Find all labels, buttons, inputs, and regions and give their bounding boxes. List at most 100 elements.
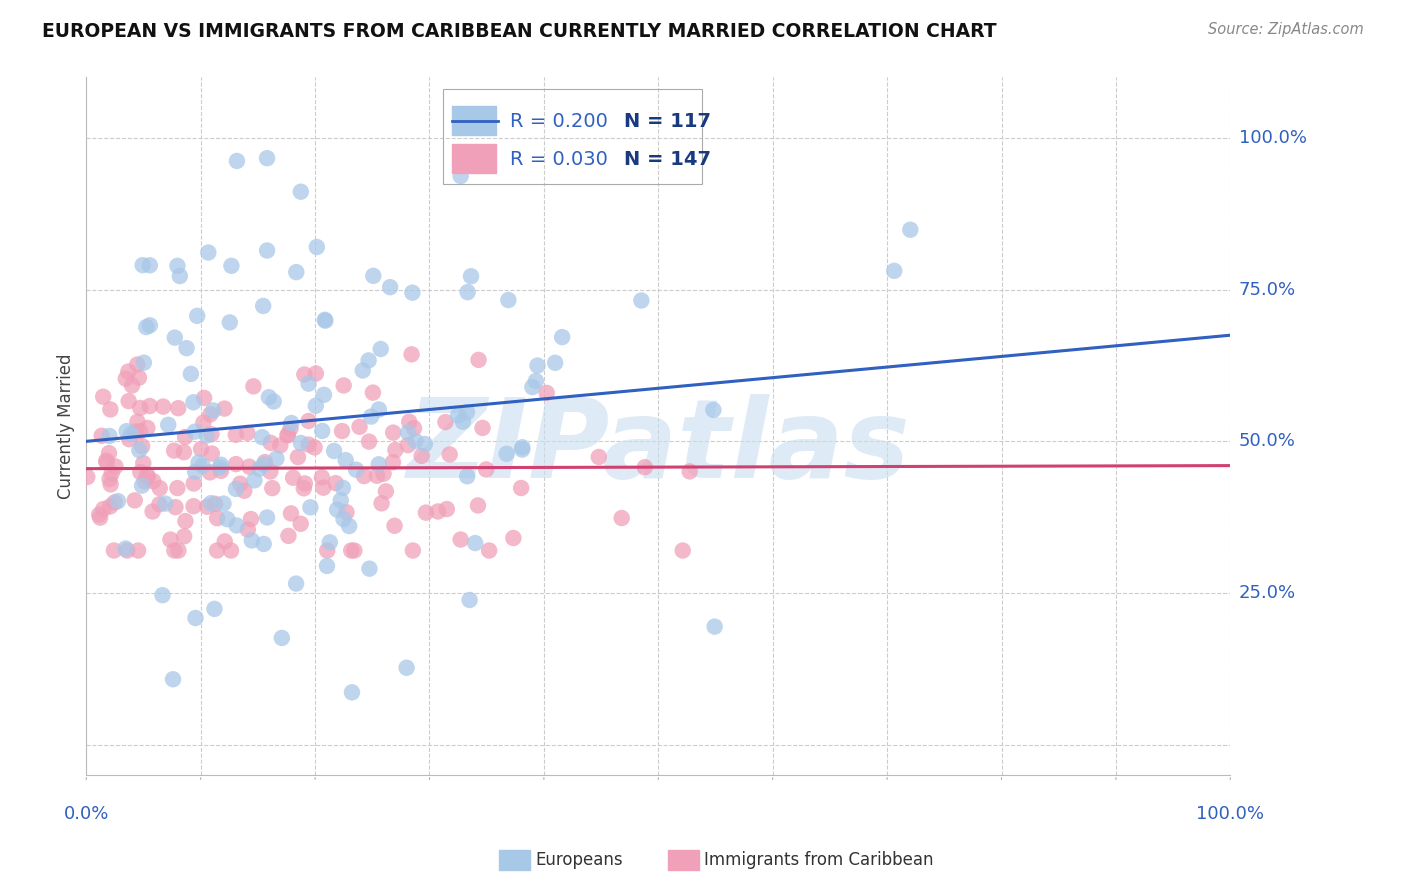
Point	[360, 409, 382, 424]
Point	[287, 450, 309, 464]
Point	[242, 379, 264, 393]
Point	[361, 385, 384, 400]
Point	[219, 543, 242, 558]
Point	[290, 436, 312, 450]
Point	[277, 428, 299, 442]
Point	[332, 378, 354, 392]
Point	[214, 534, 236, 549]
Point	[266, 451, 288, 466]
Point	[225, 518, 247, 533]
Point	[193, 416, 215, 430]
Point	[157, 417, 180, 432]
Point	[173, 445, 195, 459]
Point	[169, 268, 191, 283]
Point	[152, 588, 174, 602]
Point	[159, 533, 181, 547]
Point	[135, 320, 157, 334]
Point	[200, 427, 222, 442]
Point	[186, 309, 208, 323]
Point	[395, 661, 418, 675]
Point	[256, 510, 278, 524]
Point	[212, 497, 235, 511]
Point	[247, 462, 270, 476]
Text: 25.0%: 25.0%	[1239, 584, 1296, 602]
Point	[447, 409, 470, 423]
Point	[335, 453, 357, 467]
Point	[498, 293, 520, 307]
Point	[190, 442, 212, 456]
Point	[277, 529, 299, 543]
Text: ZIPatlas: ZIPatlas	[406, 393, 910, 500]
Point	[205, 511, 228, 525]
Point	[104, 495, 127, 509]
Point	[142, 504, 165, 518]
Point	[76, 470, 98, 484]
Point	[316, 543, 339, 558]
Point	[202, 403, 225, 417]
Text: 0.0%: 0.0%	[63, 805, 110, 823]
Point	[467, 499, 489, 513]
Point	[204, 602, 226, 616]
Point	[162, 673, 184, 687]
Point	[384, 442, 406, 457]
Point	[117, 365, 139, 379]
Point	[285, 576, 308, 591]
Point	[280, 416, 302, 430]
Y-axis label: Currently Married: Currently Married	[58, 353, 75, 499]
Point	[114, 541, 136, 556]
Point	[352, 363, 374, 377]
Point	[314, 313, 336, 327]
Text: 75.0%: 75.0%	[1239, 281, 1296, 299]
Point	[285, 265, 308, 279]
Point	[183, 499, 205, 513]
Point	[115, 543, 138, 558]
Point	[396, 438, 419, 452]
Point	[353, 469, 375, 483]
Text: N = 117: N = 117	[624, 112, 711, 131]
Point	[314, 313, 336, 327]
Point	[184, 611, 207, 625]
Point	[183, 476, 205, 491]
FancyBboxPatch shape	[453, 106, 496, 136]
Point	[382, 425, 405, 440]
Point	[297, 414, 319, 428]
Point	[436, 502, 458, 516]
Point	[426, 504, 449, 518]
Point	[378, 280, 401, 294]
Point	[340, 543, 363, 558]
Point	[456, 405, 478, 419]
Point	[195, 500, 218, 514]
Point	[544, 356, 567, 370]
Point	[243, 474, 266, 488]
Point	[225, 457, 247, 471]
Point	[174, 430, 197, 444]
Point	[259, 435, 281, 450]
Point	[253, 455, 276, 469]
Point	[280, 507, 302, 521]
Point	[107, 494, 129, 508]
Point	[401, 285, 423, 300]
Point	[221, 259, 243, 273]
Point	[148, 497, 170, 511]
Point	[256, 244, 278, 258]
Point	[252, 299, 274, 313]
Point	[131, 478, 153, 492]
Point	[311, 424, 333, 438]
Point	[184, 425, 207, 439]
Point	[131, 258, 153, 272]
Point	[229, 476, 252, 491]
Point	[305, 399, 328, 413]
Point	[129, 425, 152, 439]
Point	[142, 474, 165, 488]
Point	[335, 505, 357, 519]
Point	[115, 424, 138, 438]
Point	[217, 512, 239, 526]
Point	[127, 358, 149, 372]
Point	[132, 356, 155, 370]
Point	[218, 315, 240, 329]
Point	[312, 388, 335, 402]
Point	[510, 442, 533, 457]
Point	[167, 401, 190, 416]
Point	[240, 533, 263, 548]
Point	[311, 470, 333, 484]
